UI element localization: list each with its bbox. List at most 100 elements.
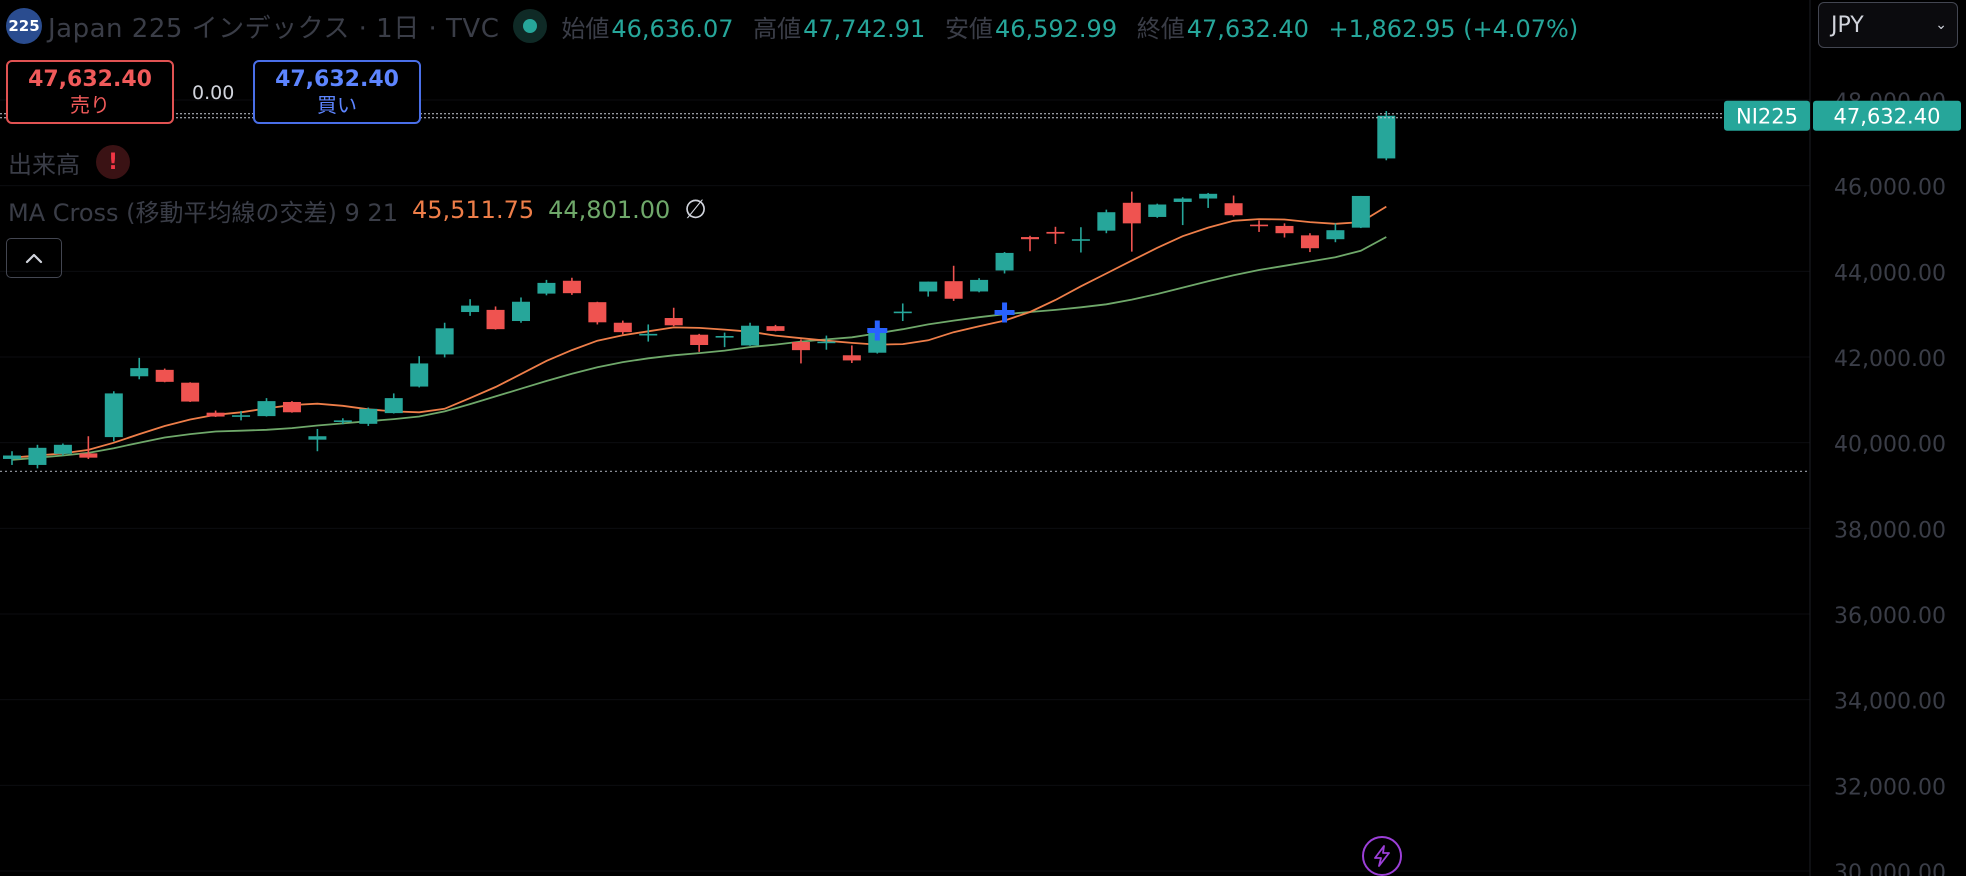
y-tick-label: 46,000.00 <box>1834 176 1946 201</box>
close-label: 終値 <box>1136 14 1185 43</box>
volume-label[interactable]: 出来高 <box>8 150 80 179</box>
candle <box>461 299 480 316</box>
candle-body <box>842 355 861 361</box>
candle-body <box>639 333 658 336</box>
candle-body <box>486 309 505 330</box>
last-price-label: 47,632.40 <box>1834 105 1941 129</box>
candle <box>1326 223 1345 243</box>
candle-body <box>181 382 200 402</box>
change-value: +1,862.95 (+4.07%) <box>1328 14 1579 43</box>
candle-body <box>308 436 327 440</box>
symbol-title[interactable]: Japan 225 インデックス · 1日 · TVC <box>48 13 500 44</box>
candle-body <box>512 301 530 322</box>
candle-body <box>1377 115 1396 159</box>
market-status-icon[interactable] <box>513 9 548 43</box>
price-axis[interactable]: 30,000.00 32,000.00 34,000.00 36,000.00 38,0… <box>1809 0 1946 876</box>
candle-body <box>257 401 276 417</box>
candle <box>919 281 938 297</box>
candle-body <box>1300 235 1319 249</box>
candle-body <box>944 281 963 299</box>
candle <box>639 324 658 342</box>
candle <box>1122 191 1141 252</box>
chevron-up-icon <box>25 253 43 264</box>
candle-body <box>1173 198 1192 202</box>
candle-body <box>384 398 403 414</box>
candle <box>333 418 352 425</box>
symbol-logo[interactable]: 225 <box>6 8 42 44</box>
warning-icon[interactable]: ! <box>96 145 130 179</box>
candle <box>512 297 530 323</box>
currency-select[interactable]: JPY ⌄ <box>1818 2 1958 48</box>
ma-cross-legend[interactable]: MA Cross (移動平均線の交差) 9 21 45,511.75 44,80… <box>8 192 707 228</box>
candle-body <box>155 369 174 382</box>
candle <box>1275 223 1294 238</box>
sell-price: 47,632.40 <box>28 67 152 92</box>
candle <box>613 320 632 335</box>
candle <box>206 410 225 417</box>
candle-body <box>893 311 912 314</box>
buy-price: 47,632.40 <box>275 67 399 92</box>
candle-body <box>537 282 556 294</box>
y-tick-label: 30,000.00 <box>1834 861 1946 876</box>
candle <box>842 345 861 363</box>
ohlc-legend: 始値46,636.07 高値47,742.91 安値46,592.99 終値47… <box>561 9 1578 44</box>
candle-body <box>613 322 632 333</box>
candle-body <box>664 318 683 326</box>
candle <box>1071 227 1090 253</box>
candle <box>690 333 709 352</box>
cross-marker <box>867 320 888 341</box>
candle-body <box>1351 195 1370 228</box>
candle <box>155 368 174 383</box>
candle <box>791 339 810 364</box>
candle <box>435 322 454 358</box>
lightning-button[interactable] <box>1362 836 1402 876</box>
candle-body <box>817 341 836 344</box>
candle-body <box>690 334 709 346</box>
buy-button[interactable]: 47,632.40 買い <box>253 60 421 124</box>
candle <box>257 398 276 417</box>
sell-button[interactable]: 47,632.40 売り <box>6 60 174 124</box>
candle <box>384 393 403 414</box>
candlestick-series <box>3 111 1396 469</box>
candle-body <box>1021 237 1039 240</box>
candle-body <box>970 279 989 292</box>
candle-body <box>53 444 72 454</box>
candle <box>1199 192 1218 208</box>
candle <box>766 324 785 332</box>
candle <box>1351 195 1370 229</box>
candle <box>995 252 1014 274</box>
candle-body <box>588 302 607 323</box>
candle-body <box>435 328 454 355</box>
symbol-label: NI225 <box>1736 105 1798 129</box>
candle <box>1046 226 1065 244</box>
candle <box>1173 197 1192 226</box>
ma-slow-value: 44,801.00 <box>548 196 671 224</box>
candle-body <box>1071 239 1090 241</box>
candle-body <box>766 326 785 331</box>
volume-indicator-legend[interactable]: 出来高 ! <box>8 144 130 180</box>
buy-label: 買い <box>317 93 357 117</box>
candle-body <box>995 252 1014 271</box>
candle <box>53 443 72 456</box>
candle <box>79 436 98 459</box>
ma-fast-value: 45,511.75 <box>411 196 535 224</box>
collapse-legend-button[interactable] <box>6 238 62 278</box>
currency-value: JPY <box>1831 12 1864 38</box>
candle-body <box>461 305 480 313</box>
candle <box>232 410 251 421</box>
y-tick-label: 40,000.00 <box>1834 433 1946 458</box>
candle-body <box>1224 203 1243 216</box>
candle-body <box>562 280 581 294</box>
close-value: 47,632.40 <box>1186 14 1309 43</box>
ma-cross-name[interactable]: MA Cross (移動平均線の交差) 9 21 <box>8 198 398 227</box>
candle-body <box>206 412 225 417</box>
lightning-icon <box>1374 845 1390 867</box>
candle-body <box>1250 224 1269 227</box>
candle <box>410 356 429 388</box>
spread-value: 0.00 <box>192 82 235 104</box>
last-price-label-box <box>1813 100 1961 131</box>
candle <box>28 444 47 469</box>
candle-body <box>1148 204 1167 217</box>
candle-body <box>1199 193 1218 199</box>
